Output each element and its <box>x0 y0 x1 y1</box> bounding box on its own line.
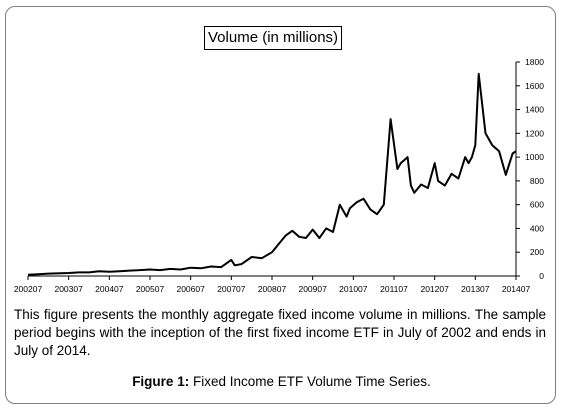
y-tick-label: 400 <box>530 223 544 233</box>
y-axis-ticks: 0 200 400 600 800 1000 1200 1400 1600 1800 <box>516 57 544 281</box>
x-tick-label: 200907 <box>298 284 327 294</box>
x-tick-label: 201207 <box>420 284 449 294</box>
chart-title: Volume (in millions) <box>204 26 343 50</box>
y-tick-label: 800 <box>530 176 544 186</box>
x-tick-label: 200407 <box>95 284 124 294</box>
figure-label-line: Figure 1: Fixed Income ETF Volume Time S… <box>0 374 563 389</box>
figure-number: Figure 1: <box>132 374 190 389</box>
figure-caption: This figure presents the monthly aggrega… <box>14 307 546 358</box>
volume-series-line <box>27 72 517 276</box>
x-tick-label: 201107 <box>380 284 408 294</box>
x-tick-label: 200807 <box>258 284 287 294</box>
y-tick-label: 600 <box>530 200 544 210</box>
x-tick-label: 201307 <box>461 284 490 294</box>
x-tick-label: 200507 <box>136 284 165 294</box>
x-tick-label: 200307 <box>54 284 83 294</box>
x-tick-label: 201007 <box>339 284 368 294</box>
y-tick-label: 1200 <box>525 128 544 138</box>
y-tick-label: 1800 <box>525 57 544 67</box>
y-tick-label: 0 <box>539 271 544 281</box>
figure-frame <box>5 6 556 404</box>
x-axis-ticks: 200207 200307 200407 200507 200607 200707 2008… <box>14 276 531 294</box>
y-tick-label: 1000 <box>525 152 544 162</box>
x-tick-label: 200207 <box>14 284 43 294</box>
x-tick-label: 201407 <box>502 284 531 294</box>
y-tick-label: 200 <box>530 247 544 257</box>
x-tick-label: 200707 <box>217 284 246 294</box>
y-tick-label: 1600 <box>525 81 544 91</box>
figure-title: Fixed Income ETF Volume Time Series. <box>192 374 431 389</box>
line-chart: 0 200 400 600 800 1000 1200 1400 1600 1800 200207… <box>14 57 544 294</box>
y-tick-label: 1400 <box>525 105 544 115</box>
x-tick-label: 200607 <box>176 284 205 294</box>
